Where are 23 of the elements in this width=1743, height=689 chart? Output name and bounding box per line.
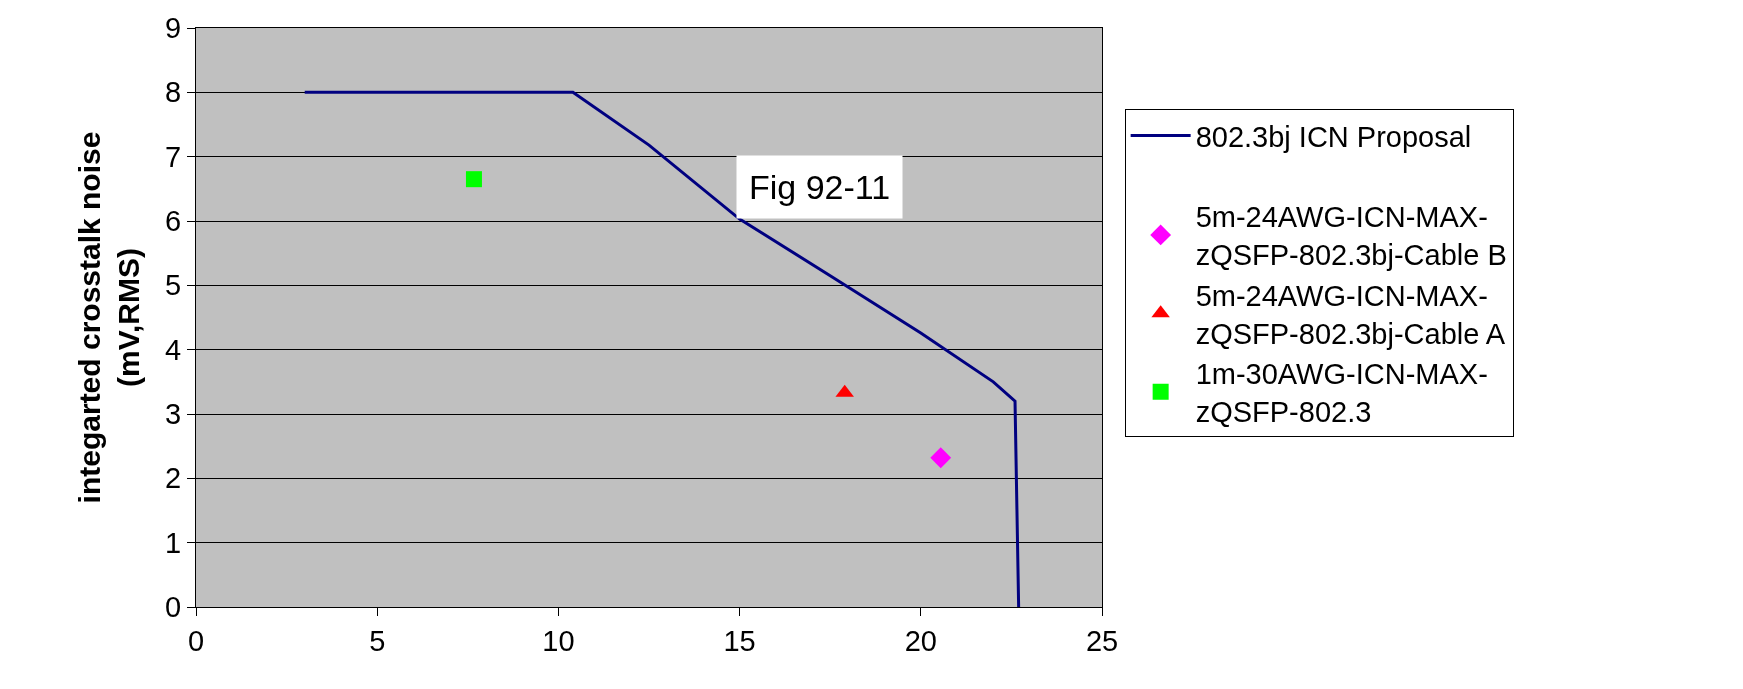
x-tick-label: 20 (904, 624, 937, 657)
legend-label: 802.3bj ICN Proposal (1195, 120, 1472, 153)
legend-label: 1m-30AWG-ICN-MAX- zQSFP-802.3 (1195, 358, 1488, 428)
y-tick-label: 9 (165, 12, 182, 45)
line-series (303, 90, 1021, 607)
y-tick-label: 3 (165, 398, 182, 431)
x-tick-label: 5 (369, 624, 386, 657)
x-tick-label: 15 (723, 624, 756, 657)
y-tick-label: 0 (165, 591, 182, 624)
x-tick-label: 0 (187, 624, 205, 657)
y-tick-label: 7 (165, 140, 182, 173)
y-tick-label: 8 (165, 76, 182, 109)
x-tick-label: 25 (1085, 624, 1119, 657)
legend-label: 5m-24AWG-ICN-MAX- zQSFP-802.3bj-Cable A (1195, 279, 1506, 350)
y-tick-label: 5 (165, 269, 182, 302)
annotation: Fig 92-11 (749, 168, 891, 206)
y-tick-label: 4 (165, 333, 182, 366)
x-tick-label: 10 (542, 624, 575, 657)
y-axis-title: integarted crosstalk noise (mV,RMS) (73, 131, 146, 504)
y-tick-label: 6 (165, 205, 182, 238)
y-tick-label: 1 (165, 526, 182, 559)
legend-label: 5m-24AWG-ICN-MAX- zQSFP-802.3bj-Cable B (1195, 201, 1507, 272)
y-tick-label: 2 (165, 462, 182, 495)
